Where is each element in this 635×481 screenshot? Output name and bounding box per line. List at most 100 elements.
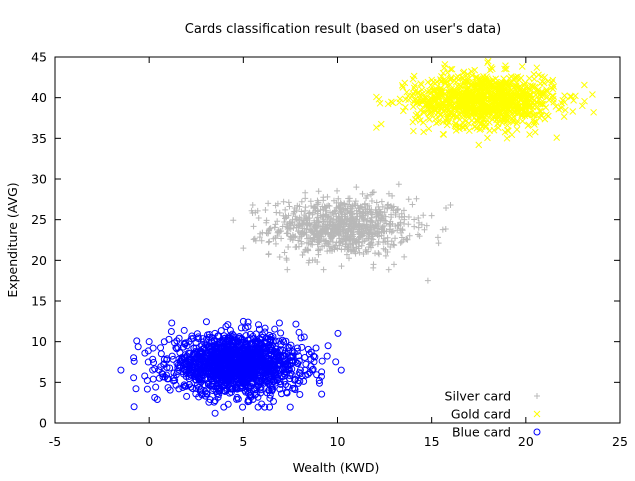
data-point-silver-card <box>302 195 309 202</box>
data-point-silver-card <box>266 238 273 245</box>
data-point-blue-card <box>253 348 261 356</box>
y-tick-label: 25 <box>31 212 47 227</box>
data-point-silver-card <box>335 231 342 238</box>
data-point-blue-card <box>265 386 273 394</box>
data-point-silver-card <box>362 247 369 254</box>
data-point-gold-card <box>568 93 575 100</box>
data-point-silver-card <box>303 229 310 236</box>
data-point-silver-card <box>366 202 373 209</box>
data-point-silver-card <box>388 238 395 245</box>
data-point-blue-card <box>273 351 281 359</box>
data-point-silver-card <box>293 216 300 223</box>
data-point-silver-card <box>334 187 341 194</box>
data-point-blue-card <box>295 328 303 336</box>
data-point-silver-card <box>275 227 282 234</box>
data-point-silver-card <box>386 226 393 233</box>
data-point-silver-card <box>392 235 399 242</box>
data-point-blue-card <box>302 371 310 379</box>
data-point-gold-card <box>443 115 451 123</box>
data-point-silver-card <box>333 227 340 234</box>
data-point-blue-card <box>289 348 297 356</box>
data-point-blue-card <box>300 377 308 385</box>
data-point-blue-card <box>224 321 232 329</box>
data-point-gold-card <box>410 72 418 80</box>
data-point-blue-card <box>245 397 253 405</box>
data-point-gold-card <box>462 101 470 109</box>
data-point-blue-card <box>179 343 187 351</box>
data-point-blue-card <box>217 380 225 388</box>
data-point-blue-card <box>221 334 229 342</box>
data-point-blue-card <box>153 396 161 404</box>
data-point-gold-card <box>500 75 508 82</box>
data-point-gold-card <box>504 111 512 119</box>
data-point-silver-card <box>399 226 406 233</box>
data-point-blue-card <box>289 384 297 392</box>
data-point-gold-card <box>530 118 538 126</box>
data-point-gold-card <box>478 76 485 84</box>
data-point-silver-card <box>344 217 351 224</box>
data-point-silver-card <box>403 236 410 243</box>
data-point-silver-card <box>392 211 399 218</box>
data-point-silver-card <box>385 266 392 273</box>
data-point-silver-card <box>320 197 327 204</box>
data-point-silver-card <box>249 202 256 209</box>
data-point-silver-card <box>370 189 377 196</box>
data-point-gold-card <box>523 102 531 110</box>
data-point-silver-card <box>298 198 305 205</box>
data-point-blue-card <box>310 358 318 366</box>
data-point-blue-card <box>318 357 326 365</box>
y-tick-label: 35 <box>31 131 47 146</box>
data-point-silver-card <box>314 219 321 226</box>
data-point-silver-card <box>387 221 394 228</box>
data-point-gold-card <box>403 88 411 96</box>
data-point-silver-card <box>373 206 380 213</box>
data-point-silver-card <box>249 209 256 216</box>
data-point-blue-card <box>211 409 219 417</box>
data-point-blue-card <box>220 403 228 411</box>
data-point-gold-card <box>521 81 528 89</box>
data-point-blue-card <box>211 397 219 405</box>
data-point-silver-card <box>285 244 292 251</box>
data-point-silver-card <box>330 216 337 223</box>
data-point-gold-card <box>482 119 490 126</box>
data-point-gold-card <box>420 107 428 115</box>
data-point-silver-card <box>397 239 404 246</box>
data-point-blue-card <box>254 393 262 401</box>
data-point-blue-card <box>266 382 274 390</box>
data-point-silver-card <box>304 246 311 253</box>
data-point-silver-card <box>359 214 366 221</box>
data-point-silver-card <box>360 223 367 230</box>
data-point-blue-card <box>174 344 182 352</box>
data-point-silver-card <box>357 232 364 239</box>
data-point-silver-card <box>339 233 346 240</box>
data-point-gold-card <box>494 124 502 132</box>
data-point-silver-card <box>364 192 371 199</box>
data-point-silver-card <box>435 240 442 247</box>
data-point-blue-card <box>294 360 302 368</box>
data-point-blue-card <box>163 355 171 363</box>
data-point-silver-card <box>378 198 385 205</box>
data-point-silver-card <box>368 214 375 221</box>
data-point-blue-card <box>276 385 284 393</box>
data-point-silver-card <box>381 222 388 229</box>
data-point-blue-card <box>239 338 247 346</box>
data-point-gold-card <box>435 107 443 114</box>
data-point-silver-card <box>382 252 389 259</box>
data-point-gold-card <box>439 130 447 138</box>
y-tick-label: 30 <box>31 172 47 187</box>
data-point-blue-card <box>267 370 275 378</box>
data-point-silver-card <box>255 215 262 222</box>
data-point-gold-card <box>470 109 478 117</box>
data-point-blue-card <box>231 384 239 392</box>
data-point-gold-card <box>501 113 508 121</box>
data-point-blue-card <box>189 350 197 358</box>
data-point-blue-card <box>194 335 202 343</box>
data-point-silver-card <box>375 250 382 257</box>
data-point-gold-card <box>484 59 491 67</box>
data-point-gold-card <box>542 104 550 111</box>
data-point-silver-card <box>346 198 353 205</box>
data-point-blue-card <box>215 387 223 395</box>
data-point-silver-card <box>299 252 306 259</box>
data-point-blue-card <box>265 360 273 368</box>
data-point-silver-card <box>385 201 392 208</box>
